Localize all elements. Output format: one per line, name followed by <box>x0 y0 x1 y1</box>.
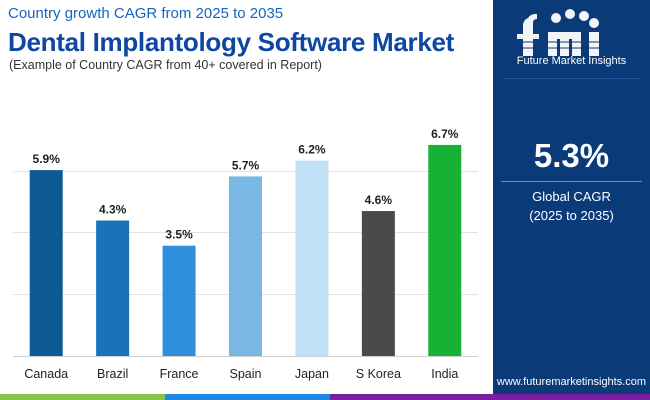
bars <box>29 144 462 356</box>
global-cagr-label: Global CAGR (2025 to 2035) <box>493 187 650 225</box>
data-label: 5.7% <box>232 158 260 172</box>
footer-stripe-segment <box>0 394 165 400</box>
data-label: 4.6% <box>365 193 393 207</box>
global-cagr-label-line2: (2025 to 2035) <box>529 208 614 223</box>
footer-stripe <box>0 394 650 400</box>
x-tick-label: Canada <box>24 367 68 381</box>
bar-france <box>162 245 196 356</box>
x-tick-label: Japan <box>295 367 329 381</box>
cagr-divider <box>501 181 642 182</box>
data-label: 6.2% <box>298 143 326 157</box>
summary-panel: Future Market Insights 5.3% Global CAGR … <box>493 0 650 400</box>
bar-canada <box>29 170 63 356</box>
panel-divider <box>503 78 640 79</box>
global-cagr-value: 5.3% <box>533 137 610 174</box>
data-label: 6.7% <box>431 127 459 141</box>
bar-brazil <box>96 220 130 356</box>
x-tick-label: Spain <box>230 367 262 381</box>
bar-chart: 5.9% 4.3% 3.5% 5.7% 6.2% 4.6% 6.7% Canada Brazi… <box>13 127 478 381</box>
footer-url-link[interactable]: www.futuremarketinsights.com <box>496 376 647 388</box>
brand-name: Future Market Insights <box>516 55 627 67</box>
x-tick-label: S Korea <box>356 367 401 381</box>
data-labels: 5.9% 4.3% 3.5% 5.7% 6.2% 4.6% 6.7% <box>33 127 459 242</box>
chart-note: (Example of Country CAGR from 40+ covere… <box>9 58 322 72</box>
footer-stripe-segment <box>330 394 650 400</box>
x-tick-label: France <box>160 367 199 381</box>
data-label: 4.3% <box>99 203 127 217</box>
chart-title: Dental Implantology Software Market <box>8 27 455 57</box>
data-label: 5.9% <box>33 152 61 166</box>
data-label: 3.5% <box>165 228 193 242</box>
global-cagr-label-line1: Global CAGR <box>532 189 611 204</box>
x-tick-label: India <box>431 367 458 381</box>
bar-japan <box>295 160 329 356</box>
fmi-logo-icon <box>517 9 603 56</box>
bar-s-korea <box>361 211 395 356</box>
bar-spain <box>229 176 262 356</box>
x-tick-label: Brazil <box>97 367 128 381</box>
x-axis-ticks: Canada Brazil France Spain Japan S Korea India <box>24 367 458 381</box>
chart-subtitle: Country growth CAGR from 2025 to 2035 <box>8 5 284 22</box>
bar-india <box>428 144 462 356</box>
footer-stripe-segment <box>165 394 330 400</box>
